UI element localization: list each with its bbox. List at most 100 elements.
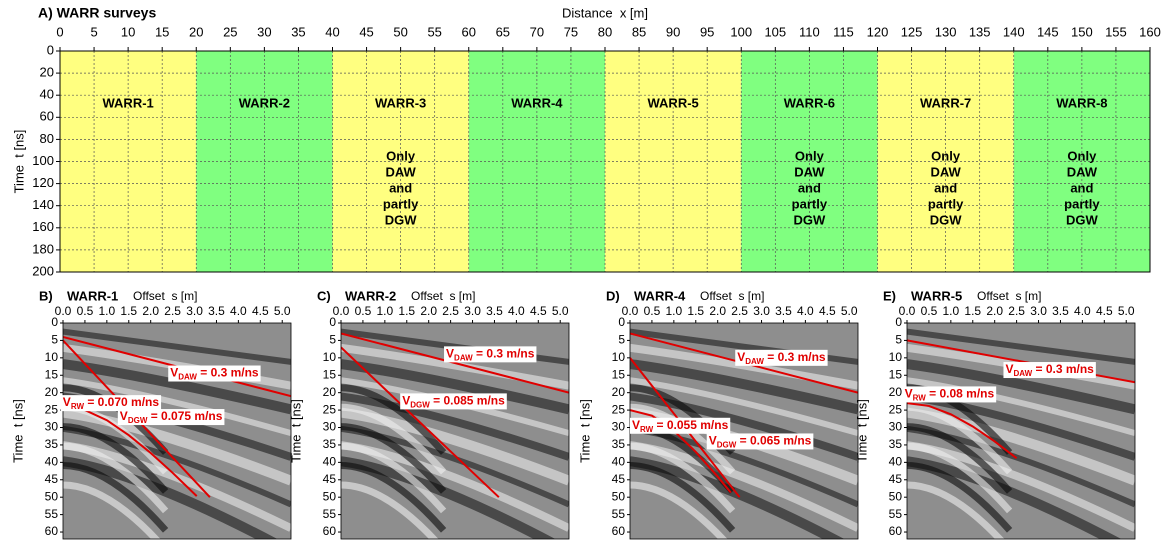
y-tick-label: 5 [51, 333, 58, 347]
velocity-annotation: VRW = 0.070 m/ns [63, 395, 160, 411]
radargram-band [630, 481, 728, 539]
radargram-band [907, 328, 1135, 365]
y-tick-label: 25 [45, 402, 59, 416]
y-tick-label: 30 [612, 420, 626, 434]
radargram-band [341, 481, 439, 539]
x-tick-label: 3.5 [775, 304, 792, 318]
chart-title: WARR-2 [345, 288, 396, 303]
radargram-band [630, 392, 858, 461]
x-tick-label: 3.5 [208, 304, 225, 318]
region-note: and [1070, 180, 1093, 195]
region-note: partly [928, 196, 964, 211]
x-tick-label: 100 [730, 24, 752, 39]
x-axis-label: Distance x [m] [562, 5, 648, 20]
symbol: V [120, 409, 128, 423]
y-tick-label: 40 [323, 455, 337, 469]
annotation-text: = 0.3 m/ns [197, 366, 259, 380]
y-axis-label: Time t [ns] [288, 399, 303, 463]
x-tick-label: 0.5 [644, 304, 661, 318]
y-tick-label: 45 [889, 472, 903, 486]
x-tick-label: 0.5 [77, 304, 94, 318]
x-tick-label: 1.0 [666, 304, 683, 318]
subscript: DAW [178, 373, 197, 382]
x-tick-label: 15 [155, 24, 169, 39]
x-tick-label: 0.5 [921, 304, 938, 318]
velocity-annotation: VRW = 0.055 m/ns [632, 418, 729, 434]
y-tick-label: 30 [889, 420, 903, 434]
y-tick-label: 0 [51, 315, 58, 329]
y-tick-label: 0 [47, 42, 54, 57]
radargram [907, 328, 1135, 539]
annotation-text: = 0.3 m/ns [1032, 362, 1094, 376]
annotation-text: = 0.08 m/ns [926, 387, 995, 401]
region-note: Only [795, 148, 825, 163]
x-tick-label: 40 [325, 24, 339, 39]
region-note: DAW [794, 164, 825, 179]
radargram-band [63, 481, 161, 539]
subscript: DAW [745, 357, 764, 366]
x-tick-label: 3.0 [464, 304, 481, 318]
x-tick-label: 5.0 [274, 304, 291, 318]
y-tick-label: 20 [612, 385, 626, 399]
y-tick-label: 30 [45, 420, 59, 434]
symbol: V [1005, 362, 1013, 376]
x-tick-label: 0.0 [55, 304, 72, 318]
subscript: DGW [410, 400, 430, 409]
x-tick-label: 20 [189, 24, 203, 39]
y-tick-label: 20 [889, 385, 903, 399]
y-tick-label: 45 [45, 472, 59, 486]
panel-label: C) [317, 288, 331, 303]
radargram-band [907, 407, 1135, 486]
y-tick-label: 40 [612, 455, 626, 469]
velocity-annotation: VDAW = 0.3 m/ns [1005, 362, 1094, 378]
y-tick-label: 55 [323, 507, 337, 521]
symbol: V [63, 395, 71, 409]
velocity-line [341, 332, 569, 394]
region-note: DAW [1067, 164, 1098, 179]
chart-title: WARR-4 [634, 288, 686, 303]
x-tick-label: 115 [833, 24, 854, 39]
region-note: DAW [930, 164, 961, 179]
x-axis-label: Offset s [m] [977, 289, 1041, 303]
velocity-annotation: VDGW = 0.085 m/ns [402, 394, 505, 410]
x-tick-label: 0.0 [899, 304, 916, 318]
panel-label: D) [606, 288, 620, 303]
x-tick-label: 140 [1003, 24, 1025, 39]
x-axis-label: Offset s [m] [700, 289, 764, 303]
y-tick-label: 120 [32, 175, 54, 190]
x-tick-label: 60 [462, 24, 476, 39]
x-tick-label: 85 [632, 24, 646, 39]
radargram-band [630, 462, 736, 533]
velocity-line [630, 409, 732, 494]
annotation-box [117, 409, 225, 426]
region-label: WARR-3 [375, 95, 426, 110]
symbol: V [632, 418, 640, 432]
radargram-band [907, 423, 1013, 494]
x-tick-label: 2.5 [731, 304, 748, 318]
x-tick-label: 1.5 [398, 304, 415, 318]
radargram-band [63, 359, 291, 415]
y-axis-label: Time t [ns] [577, 399, 592, 463]
y-tick-label: 140 [32, 197, 54, 212]
symbol: V [446, 347, 454, 361]
y-tick-label: 35 [323, 437, 337, 451]
region-note: partly [383, 196, 419, 211]
x-tick-label: 4.5 [819, 304, 836, 318]
radargram-band [341, 442, 447, 514]
radargram-band [907, 359, 1135, 415]
x-tick-label: 155 [1105, 24, 1127, 39]
annotation-text: = 0.065 m/ns [736, 434, 811, 448]
symbol: V [737, 350, 745, 364]
y-tick-label: 0 [895, 315, 902, 329]
y-tick-label: 20 [40, 65, 54, 80]
radargram-band [63, 462, 169, 533]
y-tick-label: 100 [32, 153, 54, 168]
y-tick-label: 20 [323, 385, 337, 399]
y-tick-label: 40 [889, 455, 903, 469]
x-tick-label: 25 [223, 24, 237, 39]
x-tick-label: 35 [291, 24, 305, 39]
x-tick-label: 4.0 [230, 304, 247, 318]
region-note: DGW [385, 212, 418, 227]
y-tick-label: 50 [612, 489, 626, 503]
